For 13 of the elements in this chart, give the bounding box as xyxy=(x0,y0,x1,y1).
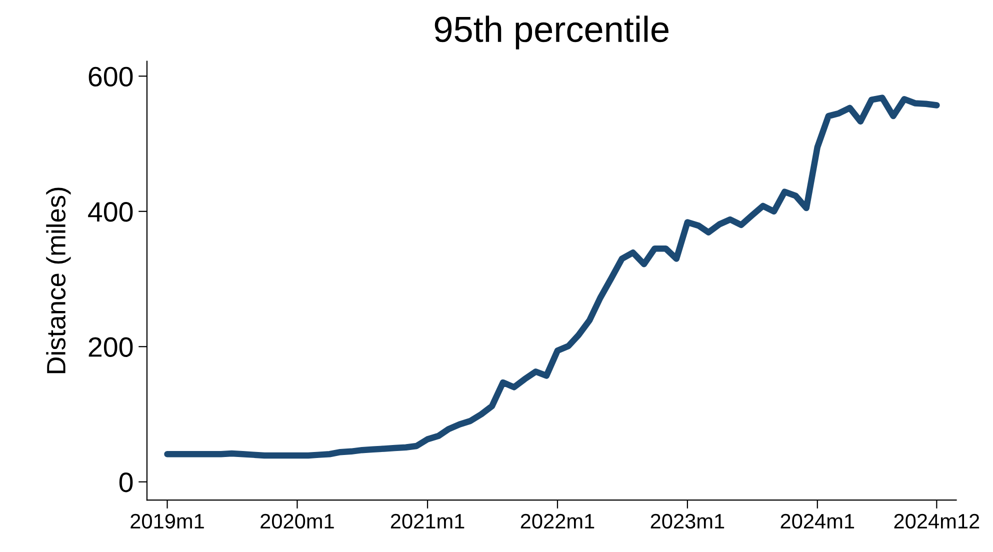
y-tick-label: 0 xyxy=(119,472,133,492)
x-tick-label: 2019m1 xyxy=(130,514,204,529)
y-tick-label: 200 xyxy=(88,337,133,357)
y-axis-title: Distance (miles) xyxy=(46,188,71,374)
x-tick-label: 2022m1 xyxy=(520,514,594,529)
chart-title: 95th percentile xyxy=(434,16,668,50)
y-tick-label: 600 xyxy=(88,66,133,86)
x-tick-label: 2023m1 xyxy=(650,514,724,529)
y-tick-label: 400 xyxy=(88,202,133,222)
x-tick-label: 2021m1 xyxy=(390,514,464,529)
x-tick-label: 2020m1 xyxy=(260,514,334,529)
x-tick-label: 2024m12 xyxy=(894,514,980,529)
x-tick-label: 2024m1 xyxy=(780,514,854,529)
